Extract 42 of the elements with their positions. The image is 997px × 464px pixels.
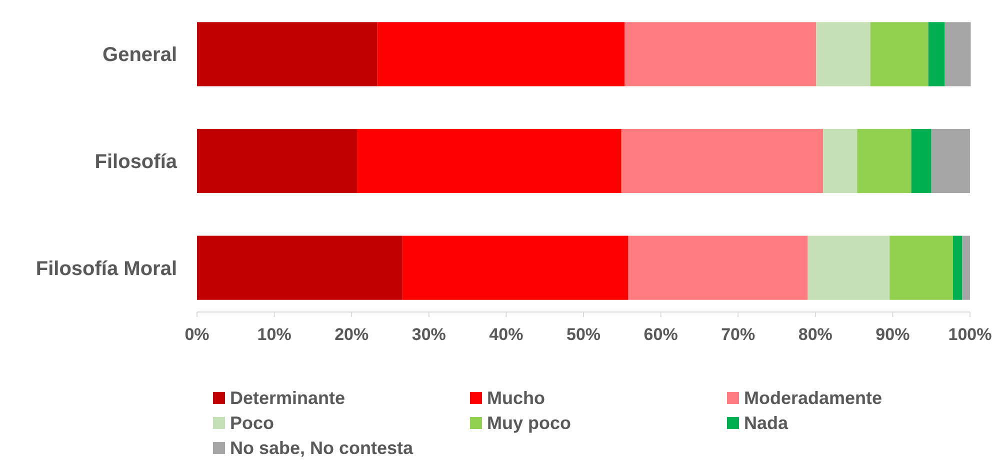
x-tick-label: 0%	[184, 325, 210, 344]
bar	[357, 128, 622, 194]
bar	[402, 236, 628, 300]
bar	[857, 128, 912, 194]
y-tick-label: Filosofía Moral	[36, 258, 177, 280]
bar	[197, 236, 403, 300]
bar	[808, 236, 890, 300]
legend-label: Muy poco	[487, 413, 571, 433]
x-tick-label: 90%	[876, 325, 910, 344]
x-tick-label: 40%	[489, 325, 524, 344]
legend-label: Poco	[230, 413, 274, 433]
x-tick-label: 70%	[721, 325, 756, 344]
y-tick-label: Filosofía	[94, 151, 178, 173]
x-tick-label: 30%	[412, 325, 446, 344]
bar	[816, 22, 870, 86]
x-tick-label: 80%	[798, 325, 832, 344]
bar	[197, 22, 378, 86]
legend-label: Moderadamente	[744, 388, 882, 408]
bar	[952, 236, 962, 300]
x-tick-label: 20%	[334, 325, 369, 344]
bar	[928, 22, 944, 86]
bar	[624, 22, 816, 86]
bar	[962, 236, 970, 300]
bar	[197, 128, 358, 194]
legend-label: Nada	[744, 413, 790, 433]
bar	[911, 128, 932, 194]
legend-label: No sabe, No contesta	[230, 438, 414, 458]
x-tick-label: 10%	[257, 325, 292, 344]
bar	[870, 22, 928, 86]
bar	[944, 22, 971, 86]
x-tick-label: 50%	[566, 325, 601, 344]
bar	[628, 236, 808, 300]
bar	[890, 236, 953, 300]
bar	[931, 128, 970, 194]
y-tick-label: General	[102, 44, 177, 66]
legend-label: Mucho	[487, 388, 545, 408]
bar	[823, 128, 858, 194]
x-tick-label: 100%	[948, 325, 992, 344]
bar	[377, 22, 624, 86]
bar	[621, 128, 824, 194]
legend-label: Determinante	[230, 388, 346, 408]
x-tick-label: 60%	[644, 325, 678, 344]
